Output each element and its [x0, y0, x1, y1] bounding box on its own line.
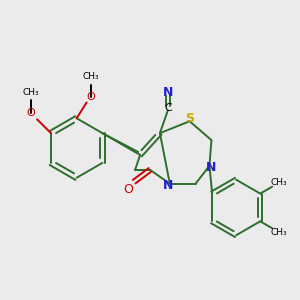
- Text: S: S: [185, 112, 194, 125]
- Text: N: N: [163, 86, 173, 99]
- Text: CH₃: CH₃: [82, 72, 99, 81]
- Text: N: N: [163, 179, 173, 192]
- Text: O: O: [27, 108, 35, 118]
- Text: CH₃: CH₃: [271, 228, 287, 237]
- Text: O: O: [86, 92, 95, 101]
- Text: O: O: [123, 183, 133, 196]
- Text: N: N: [206, 161, 217, 174]
- Text: CH₃: CH₃: [23, 88, 39, 97]
- Text: C: C: [164, 103, 172, 113]
- Text: CH₃: CH₃: [271, 178, 287, 187]
